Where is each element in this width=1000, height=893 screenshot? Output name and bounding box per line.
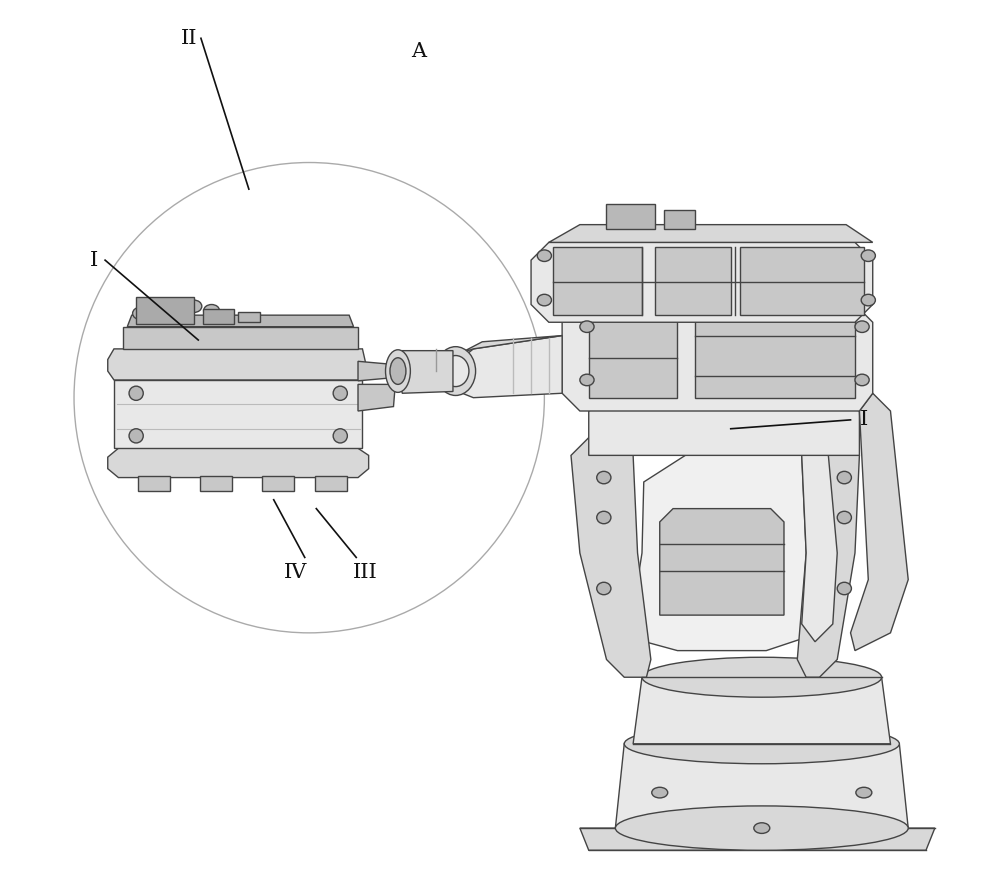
- Bar: [664, 210, 695, 230]
- Polygon shape: [589, 388, 859, 455]
- Text: III: III: [353, 563, 377, 582]
- Ellipse shape: [537, 295, 551, 305]
- Ellipse shape: [597, 582, 611, 595]
- Polygon shape: [398, 351, 453, 393]
- Ellipse shape: [129, 429, 143, 443]
- Ellipse shape: [856, 788, 872, 798]
- Polygon shape: [358, 384, 395, 411]
- Polygon shape: [136, 297, 194, 324]
- Bar: [606, 269, 660, 291]
- Polygon shape: [580, 287, 873, 305]
- Polygon shape: [238, 312, 260, 322]
- Ellipse shape: [204, 305, 220, 317]
- Ellipse shape: [615, 805, 908, 850]
- Ellipse shape: [861, 250, 875, 262]
- Ellipse shape: [442, 355, 469, 387]
- Ellipse shape: [333, 386, 347, 400]
- Polygon shape: [633, 677, 890, 744]
- Text: A: A: [411, 42, 426, 61]
- Ellipse shape: [436, 346, 476, 396]
- Polygon shape: [629, 438, 819, 651]
- Polygon shape: [589, 313, 677, 397]
- Ellipse shape: [861, 295, 875, 305]
- Ellipse shape: [837, 472, 851, 484]
- Ellipse shape: [164, 298, 180, 311]
- Ellipse shape: [580, 321, 594, 332]
- Ellipse shape: [537, 250, 551, 262]
- Ellipse shape: [754, 822, 770, 833]
- Ellipse shape: [133, 307, 149, 320]
- Ellipse shape: [624, 724, 899, 764]
- Polygon shape: [460, 336, 562, 354]
- Polygon shape: [114, 380, 362, 448]
- Polygon shape: [571, 438, 651, 677]
- Ellipse shape: [186, 300, 202, 313]
- Polygon shape: [203, 309, 234, 324]
- Polygon shape: [358, 362, 398, 380]
- Ellipse shape: [390, 358, 406, 384]
- Polygon shape: [200, 476, 232, 491]
- Polygon shape: [660, 509, 784, 615]
- Polygon shape: [531, 242, 873, 322]
- Polygon shape: [127, 315, 354, 327]
- Text: II: II: [181, 29, 198, 48]
- Polygon shape: [553, 246, 642, 315]
- Text: I: I: [89, 251, 98, 270]
- Polygon shape: [655, 246, 731, 315]
- Polygon shape: [451, 336, 562, 397]
- Polygon shape: [740, 246, 864, 315]
- Polygon shape: [802, 438, 837, 642]
- Ellipse shape: [597, 512, 611, 523]
- Polygon shape: [695, 313, 855, 397]
- Ellipse shape: [333, 429, 347, 443]
- Polygon shape: [562, 305, 873, 411]
- Polygon shape: [549, 225, 873, 242]
- Bar: [606, 204, 655, 230]
- Polygon shape: [262, 476, 294, 491]
- Polygon shape: [580, 828, 935, 850]
- Bar: [677, 271, 713, 291]
- Text: I: I: [860, 411, 868, 430]
- Text: IV: IV: [284, 563, 308, 582]
- Polygon shape: [315, 476, 347, 491]
- Ellipse shape: [855, 374, 869, 386]
- Polygon shape: [123, 327, 358, 349]
- Ellipse shape: [642, 657, 882, 697]
- Ellipse shape: [386, 350, 410, 392]
- Ellipse shape: [837, 512, 851, 523]
- Ellipse shape: [597, 472, 611, 484]
- Ellipse shape: [129, 386, 143, 400]
- Ellipse shape: [580, 374, 594, 386]
- Polygon shape: [615, 744, 908, 828]
- Polygon shape: [851, 393, 908, 651]
- Polygon shape: [108, 349, 367, 380]
- Ellipse shape: [837, 582, 851, 595]
- Ellipse shape: [652, 788, 668, 798]
- Polygon shape: [108, 448, 369, 478]
- Polygon shape: [138, 476, 170, 491]
- Ellipse shape: [855, 321, 869, 332]
- Polygon shape: [797, 438, 859, 677]
